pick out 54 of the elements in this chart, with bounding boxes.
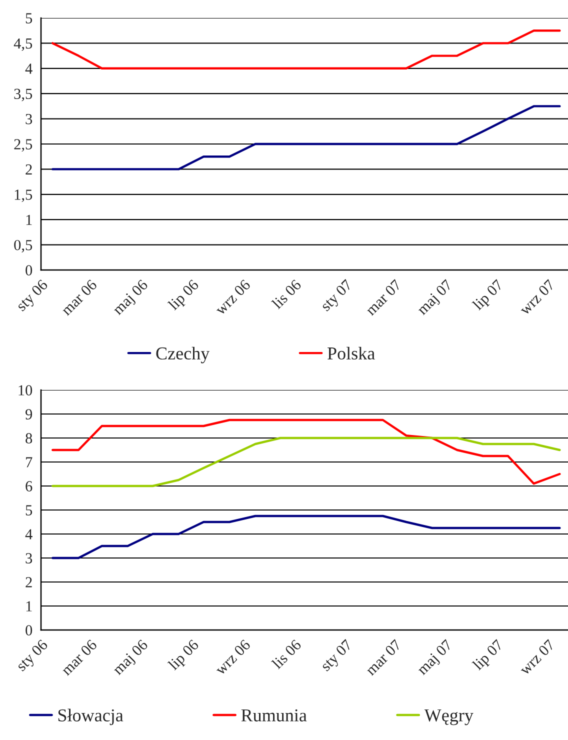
line-series [52, 418, 561, 485]
y-tick-label: 5 [26, 505, 32, 516]
y-tick-label: 4,5 [14, 38, 32, 51]
y-tick-label: 4 [25, 529, 32, 540]
y-tick-label: 3 [26, 553, 32, 564]
x-tick-label: maj 07 [416, 638, 455, 678]
legend-label: Czechy [156, 346, 210, 364]
line-series [52, 514, 561, 560]
x-tick-label: mar 07 [364, 278, 402, 316]
x-tick-label: sty 06 [16, 638, 50, 674]
x-tick-label: sty 07 [320, 278, 355, 314]
x-tick-label: sty 06 [16, 278, 50, 314]
y-tick-label: 3,5 [14, 88, 32, 102]
y-tick-label: 0 [26, 625, 32, 636]
legend-label: Polska [328, 346, 375, 360]
y-tick-label: 2 [26, 164, 32, 174]
x-tick-label: wrz 07 [518, 638, 556, 676]
legend-label: Słowacja [58, 708, 124, 726]
legend-label: Węgry [424, 709, 474, 726]
x-tick-label: lis 06 [271, 278, 302, 310]
y-tick-label: 2,5 [14, 139, 32, 152]
x-tick-label: wrz 06 [214, 278, 251, 316]
x-tick-label: maj 07 [416, 278, 455, 318]
line-series [52, 29, 561, 70]
y-tick-label: 9 [26, 409, 32, 420]
y-tick-label: 5 [26, 13, 32, 24]
y-tick-label: 1 [26, 214, 32, 225]
y-tick-label: 7 [26, 457, 32, 468]
y-tick-label: 4 [25, 64, 32, 74]
y-tick-label: 6 [26, 481, 32, 492]
y-tick-label: 0,5 [14, 240, 32, 252]
x-tick-label: maj 06 [112, 638, 151, 678]
y-tick-label: 8 [26, 433, 32, 444]
line-series [52, 105, 561, 170]
y-tick-label: 1 [26, 601, 32, 612]
x-tick-label: mar 06 [60, 278, 98, 316]
y-tick-label: 0 [26, 265, 32, 276]
x-tick-label: maj 06 [112, 278, 151, 318]
x-tick-label: wrz 06 [214, 638, 251, 676]
y-tick-label: 3 [26, 114, 32, 124]
x-tick-label: lip 06 [167, 638, 202, 673]
y-tick-label: 2 [26, 577, 32, 588]
y-tick-label: 1,5 [14, 190, 32, 202]
legend-label: Rumunia [241, 709, 307, 722]
y-tick-label: 10 [18, 385, 32, 396]
x-tick-label: lip 06 [167, 278, 202, 313]
x-tick-label: mar 07 [364, 638, 402, 676]
line-series [52, 436, 561, 488]
x-tick-label: lis 06 [271, 638, 302, 670]
x-tick-label: wrz 07 [518, 278, 556, 316]
x-tick-label: mar 06 [60, 638, 98, 676]
x-tick-label: lip 07 [472, 278, 506, 313]
x-tick-label: lip 07 [472, 638, 506, 673]
x-tick-label: sty 07 [320, 638, 355, 674]
